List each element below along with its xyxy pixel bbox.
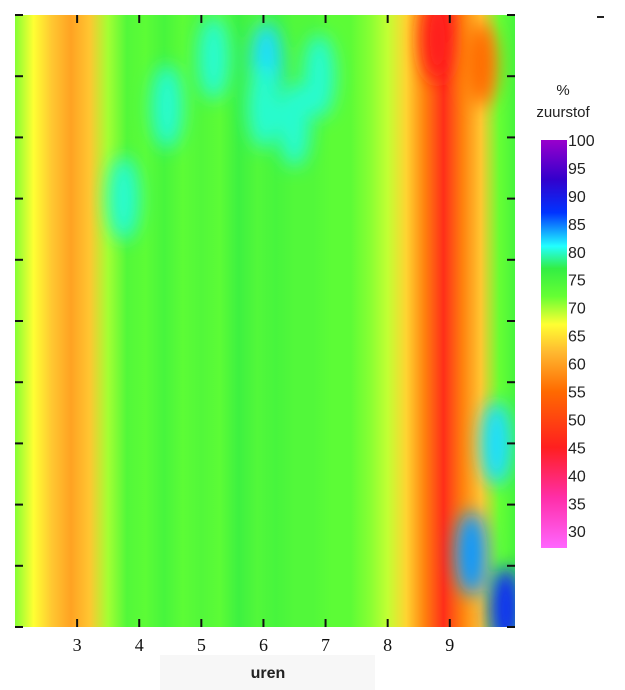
x-tick-label-7: 7 [321, 635, 330, 655]
x-tick-label-5: 5 [197, 635, 206, 655]
hotspot-2 [247, 64, 280, 149]
y-axis-ticks [15, 14, 515, 628]
x-axis-ticks: 3 4 5 6 7 8 9 [73, 15, 454, 655]
hotspot-layer [107, 15, 515, 627]
x-tick-label-9: 9 [445, 635, 454, 655]
colorbar-labels: 100 95 90 85 80 75 70 65 60 55 50 45 40 35 30 [568, 133, 595, 541]
x-tick-label-3: 3 [73, 635, 82, 655]
hotspot-9 [489, 566, 515, 627]
colorbar-label-85: 85 [568, 217, 586, 234]
colorbar-title-line1: % [556, 82, 569, 99]
hotspot-11 [421, 15, 454, 82]
x-tick-label-4: 4 [135, 635, 144, 655]
colorbar-strip [541, 140, 567, 548]
colorbar-label-95: 95 [568, 161, 586, 178]
hotspot-3 [278, 83, 311, 168]
colorbar-label-60: 60 [568, 357, 586, 374]
x-tick-label-8: 8 [383, 635, 392, 655]
colorbar-label-40: 40 [568, 468, 586, 485]
x-tick-label-6: 6 [259, 635, 268, 655]
colorbar-label-75: 75 [568, 273, 586, 290]
hotspot-6 [107, 156, 140, 241]
colorbar-label-65: 65 [568, 329, 586, 346]
hotspot-5 [151, 64, 184, 149]
colorbar-label-100: 100 [568, 133, 595, 150]
hotspot-10 [464, 21, 497, 106]
colorbar: % zuurstof 100 95 90 85 80 75 70 65 60 55 50 45 40 35… [536, 82, 595, 548]
colorbar-label-30: 30 [568, 524, 586, 541]
colorbar-label-90: 90 [568, 189, 586, 206]
x-axis-title-box [160, 655, 375, 690]
hotspot-0 [197, 15, 230, 100]
colorbar-label-50: 50 [568, 412, 586, 429]
colorbar-title-line2: zuurstof [536, 104, 590, 121]
hotspot-7 [455, 511, 488, 596]
x-axis-title: uren [251, 665, 286, 682]
hotspot-4 [303, 34, 336, 119]
colorbar-label-55: 55 [568, 385, 586, 402]
colorbar-label-35: 35 [568, 496, 586, 513]
hotspot-8 [480, 401, 513, 486]
colorbar-label-80: 80 [568, 245, 586, 262]
colorbar-label-70: 70 [568, 301, 586, 318]
colorbar-label-45: 45 [568, 440, 586, 457]
plot-area [15, 15, 515, 627]
